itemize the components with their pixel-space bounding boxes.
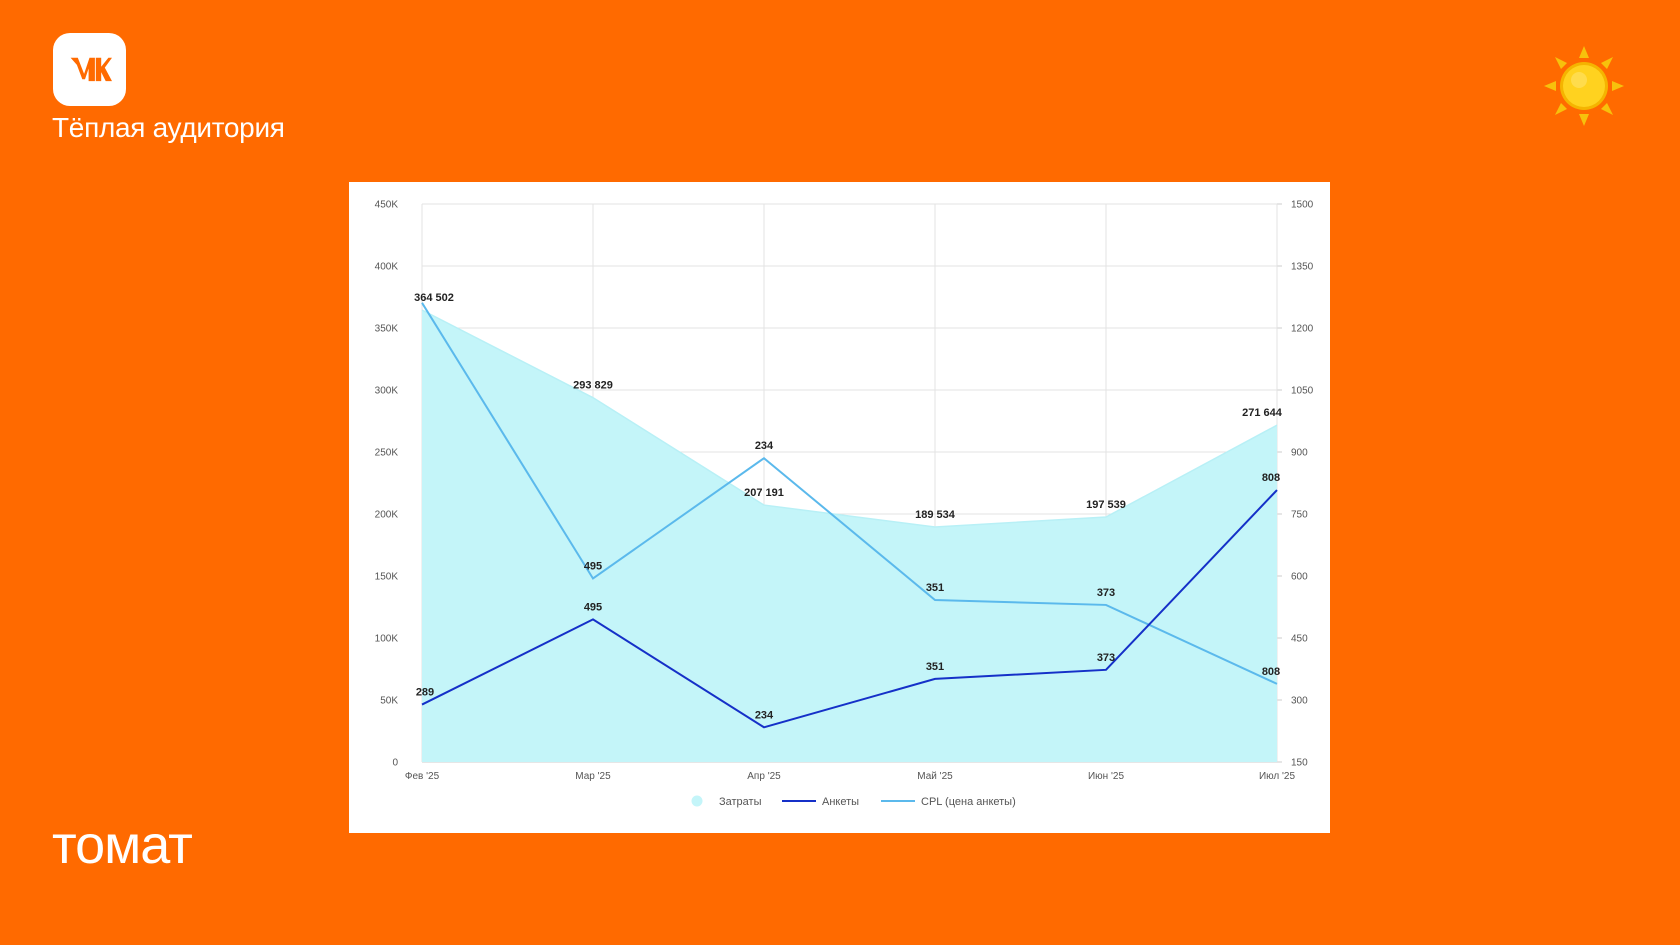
vk-logo-icon — [53, 33, 126, 106]
legend-marker — [691, 795, 703, 807]
y-right-tick-label: 1200 — [1291, 324, 1314, 335]
data-label-zatraty: 293 829 — [573, 380, 613, 392]
chart-svg: 0 150 50K 300 100K 450 150K 600 200K 750 250K 900 30… — [375, 200, 1314, 809]
x-tick-label: Июл '25 — [1259, 771, 1296, 782]
y-left-tick-label: 250K — [375, 448, 399, 459]
area-zatraty — [422, 310, 1277, 762]
data-label-cpl: 234 — [755, 440, 774, 452]
y-left-tick-label: 200K — [375, 510, 399, 521]
x-tick-label: Май '25 — [917, 771, 953, 782]
page-subtitle: Тёплая аудитория — [52, 112, 285, 143]
chart-card: 0 150 50K 300 100K 450 150K 600 200K 750 250K 900 30… — [349, 182, 1330, 833]
x-tick-label: Фев '25 — [405, 771, 440, 782]
line-ankety — [421, 489, 1278, 729]
y-right-tick-label: 1050 — [1291, 386, 1314, 397]
data-label-ankety: 373 — [1097, 652, 1115, 664]
y-right-tick-label: 1500 — [1291, 200, 1314, 211]
data-label-zatraty: 271 644 — [1242, 407, 1283, 419]
data-label-ankety: 495 — [584, 601, 602, 613]
data-label-zatraty: 364 502 — [414, 292, 454, 304]
x-tick-label: Мар '25 — [575, 771, 611, 782]
y-right-tick-label: 450 — [1291, 634, 1308, 645]
x-tick-label: Апр '25 — [747, 771, 781, 782]
legend-label: Затраты — [719, 796, 762, 808]
data-label-cpl: 373 — [1097, 587, 1115, 599]
data-label-zatraty: 197 539 — [1086, 499, 1126, 511]
data-label-ankety: 289 — [416, 687, 434, 699]
sun-emoji-icon — [1542, 44, 1626, 128]
data-label-cpl: 808 — [1262, 666, 1280, 678]
y-left-tick-label: 0 — [392, 758, 398, 769]
y-right-tick-label: 300 — [1291, 696, 1308, 707]
y-left-tick-label: 50K — [380, 696, 398, 707]
data-label-ankety: 808 — [1262, 472, 1280, 484]
data-label-ankety: 351 — [926, 661, 944, 673]
y-left-tick-label: 400K — [375, 262, 399, 273]
y-right-tick-label: 750 — [1291, 510, 1308, 521]
y-left-tick-label: 450K — [375, 200, 399, 211]
y-right-tick-label: 600 — [1291, 572, 1308, 583]
data-label-cpl: 495 — [584, 560, 602, 572]
data-label-zatraty: 207 191 — [744, 487, 784, 499]
y-right-tick-label: 900 — [1291, 448, 1308, 459]
brand-logo: томат — [52, 815, 193, 875]
area-zatraty-edge — [421, 309, 1278, 528]
line-cpl — [421, 302, 1278, 685]
data-label-cpl: 351 — [926, 582, 944, 594]
vk-letters-icon — [70, 57, 112, 81]
x-tick-label: Июн '25 — [1088, 771, 1124, 782]
y-left-tick-label: 100K — [375, 634, 399, 645]
y-right-tick-label: 1350 — [1291, 262, 1314, 273]
y-left-tick-label: 150K — [375, 572, 399, 583]
legend-label: Анкеты — [822, 796, 859, 808]
y-right-tick-label: 150 — [1291, 758, 1308, 769]
y-left-tick-label: 350K — [375, 324, 399, 335]
data-label-zatraty: 189 534 — [915, 509, 956, 521]
y-left-tick-label: 300K — [375, 386, 399, 397]
legend-label: CPL (цена анкеты) — [921, 796, 1016, 808]
data-label-ankety: 234 — [755, 709, 774, 721]
